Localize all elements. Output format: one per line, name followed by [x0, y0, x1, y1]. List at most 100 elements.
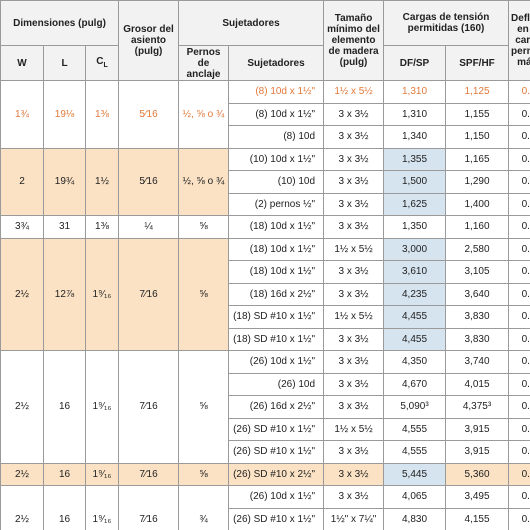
header-cell: Sujetadores [178, 0, 325, 46]
table-cell: 0.1 [508, 417, 530, 441]
table-cell: 3,830 [445, 305, 510, 329]
table-cell: 19¾ [43, 147, 86, 216]
header-cell: Sujetadores [228, 45, 325, 81]
table-cell: (10) 10d x 1½" [228, 147, 325, 171]
table-cell: 3¾ [0, 215, 44, 239]
table-cell: 0.1 [508, 485, 530, 509]
table-cell: 4,065 [383, 485, 447, 509]
table-cell: 3 x 3½ [323, 395, 385, 419]
table-cell: 3,915 [445, 417, 510, 441]
header-text: C [96, 55, 104, 67]
table-cell: 3,495 [445, 485, 510, 509]
table-cell: 1,290 [445, 170, 510, 194]
table-cell: 4,155 [445, 507, 510, 530]
table-cell: 2½ [0, 462, 44, 486]
table-cell: 4,350 [383, 350, 447, 374]
table-cell: 0.1 [508, 147, 530, 171]
table-cell: 0.1 [508, 372, 530, 396]
table-cell: (26) 10d [228, 372, 325, 396]
header-cell: Tamaño mínimo del elemento de madera (pu… [323, 0, 385, 81]
table-cell: 3 x 3½ [323, 462, 385, 486]
header-cell: SPF/HF [445, 45, 510, 81]
table-cell: ⅝ [178, 462, 230, 486]
table-cell: 4,455 [383, 327, 447, 351]
table-cell: 0.1 [508, 80, 530, 104]
table-cell: 5,090³ [383, 395, 447, 419]
table-cell: (18) SD #10 x 1½" [228, 327, 325, 351]
table-cell: 1,310 [383, 80, 447, 104]
table-cell: 4,670 [383, 372, 447, 396]
table-cell: 4,555 [383, 417, 447, 441]
table-cell: 3 x 3½ [323, 327, 385, 351]
table-cell: 0.1 [508, 102, 530, 126]
table-cell: 3 x 3½ [323, 147, 385, 171]
table-cell: ½, ⅝ o ¾ [178, 80, 230, 149]
table-cell: (26) SD #10 x 1½" [228, 507, 325, 530]
table-cell: 16 [43, 462, 86, 486]
table-cell: 3 x 3½ [323, 125, 385, 149]
table-cell: 4,455 [383, 305, 447, 329]
table-cell: 3 x 3½ [323, 440, 385, 464]
table-cell: 1,150 [445, 125, 510, 149]
table-cell: 1,355 [383, 147, 447, 171]
table-cell: 1,125 [445, 80, 510, 104]
table-cell: (26) SD #10 x 2½" [228, 462, 325, 486]
table-cell: ⅝ [178, 237, 230, 351]
table-cell: 1,400 [445, 192, 510, 216]
table-cell: 0.1 [508, 282, 530, 306]
table-cell: 5⁄16 [118, 147, 180, 216]
table-cell: (26) 10d x 1½" [228, 485, 325, 509]
table-cell: ¾ [178, 485, 230, 530]
table-row: 2½ 12⅞ 1⁹⁄₁₆ 7⁄16 ⅝ (18) 10d x 1½" 1½ x 5½ 3,00… [0, 237, 530, 351]
table-cell: 1½" x 7¼" [323, 507, 385, 530]
table-cell: 7⁄16 [118, 485, 180, 530]
table-cell: 0.1 [508, 507, 530, 530]
table-cell: (18) 10d x 1½" [228, 260, 325, 284]
table-cell: 1,340 [383, 125, 447, 149]
table-cell: 1,310 [383, 102, 447, 126]
table-cell: (18) 10d x 1½" [228, 237, 325, 261]
table-row: 3¾ 31 1⅜ ¼ ⅝ (18) 10d x 1½" 3 x 3½ 1,350 1,160 0.… [0, 215, 530, 239]
table-cell: 1⁹⁄₁₆ [84, 350, 120, 464]
table-cell: 3 x 3½ [323, 282, 385, 306]
table-cell: 4,375³ [445, 395, 510, 419]
table-cell: 0.1 [508, 170, 530, 194]
table-cell: 0.1 [508, 125, 530, 149]
table-cell: ⅝ [178, 215, 230, 239]
table-cell: 3 x 3½ [323, 215, 385, 239]
table-cell: 3 x 3½ [323, 170, 385, 194]
table-cell: 1¾ [0, 80, 44, 149]
header-cell: Grosor del asiento (pulg) [118, 0, 180, 81]
table-cell: 4,015 [445, 372, 510, 396]
table-cell: 0.1 [508, 305, 530, 329]
table-cell: 1,165 [445, 147, 510, 171]
table-cell: 3,740 [445, 350, 510, 374]
table-cell: 1½ x 5½ [323, 417, 385, 441]
header-cell: W [0, 45, 44, 81]
table-cell: 2½ [0, 237, 44, 351]
table-cell: 1⁹⁄₁₆ [84, 237, 120, 351]
table-cell: 0.1 [508, 327, 530, 351]
table-cell: 3 x 3½ [323, 260, 385, 284]
header-cell: Pernos de anclaje [178, 45, 230, 81]
table-cell: 0.1 [508, 395, 530, 419]
table-cell: (26) SD #10 x 1½" [228, 417, 325, 441]
table-cell: (26) SD #10 x 1½" [228, 440, 325, 464]
table-cell: (26) 10d x 1½" [228, 350, 325, 374]
header-cell: Dimensiones (pulg) [0, 0, 120, 46]
table-cell: 3,640 [445, 282, 510, 306]
table-cell: 0.1 [508, 440, 530, 464]
table-cell: 0.1 [508, 260, 530, 284]
table-cell: 1½ x 5½ [323, 305, 385, 329]
table-cell: ½, ⅝ o ¾ [178, 147, 230, 216]
header-cell: Deflexión en la carga permitida máx. [508, 0, 530, 81]
table-cell: 1⁹⁄₁₆ [84, 485, 120, 530]
table-cell: 1,500 [383, 170, 447, 194]
table-cell: (26) 16d x 2½" [228, 395, 325, 419]
table-cell: 4,235 [383, 282, 447, 306]
